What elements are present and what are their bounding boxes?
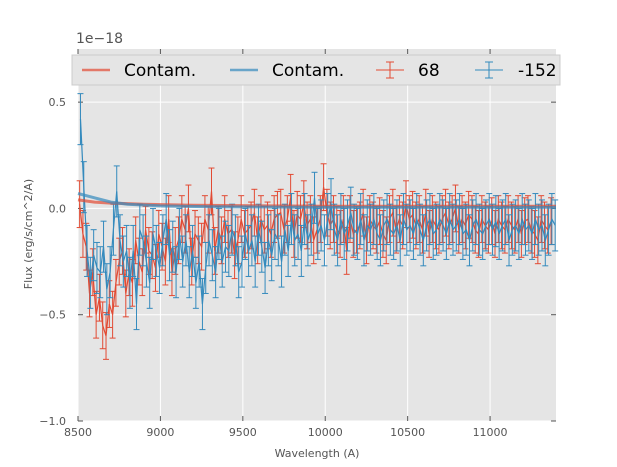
contam-layer <box>77 192 556 209</box>
y-tick-label: −0.5 <box>39 309 66 322</box>
grid <box>77 49 556 422</box>
y-tick-label: 0.0 <box>49 202 67 215</box>
x-tick-label: 9500 <box>229 426 257 439</box>
x-tick-label: 10500 <box>390 426 425 439</box>
x-tick-label: 9000 <box>146 426 174 439</box>
legend-68-label: 68 <box>418 61 440 81</box>
series-layer <box>76 93 559 360</box>
y-tick-label: −1.0 <box>39 415 66 428</box>
legend-152-label: -152 <box>518 61 557 81</box>
axis-offset-label: 1e−18 <box>76 31 123 47</box>
x-tick-label: 10000 <box>308 426 343 439</box>
y-tick-label: 0.5 <box>49 96 67 109</box>
legend-68-swatch <box>376 61 404 79</box>
x-tick-label: 8500 <box>64 426 92 439</box>
legend: Contam. Contam. 68 -152 <box>71 54 561 86</box>
contam-line-blue <box>77 192 556 209</box>
x-tick-label: 11000 <box>473 426 508 439</box>
ticks: 8500 9000 9500 10000 10500 11000 −1.0 −0.5 0.0 0.… <box>39 49 556 439</box>
series-line--152 <box>79 119 556 305</box>
legend-contam-blue-label: Contam. <box>272 61 344 81</box>
legend-contam-red-label: Contam. <box>124 61 196 81</box>
legend-152-swatch <box>475 61 503 79</box>
x-axis-label: Wavelength (A) <box>275 447 360 460</box>
y-axis-label: Flux (erg/s/cm^2/A) <box>22 179 35 289</box>
